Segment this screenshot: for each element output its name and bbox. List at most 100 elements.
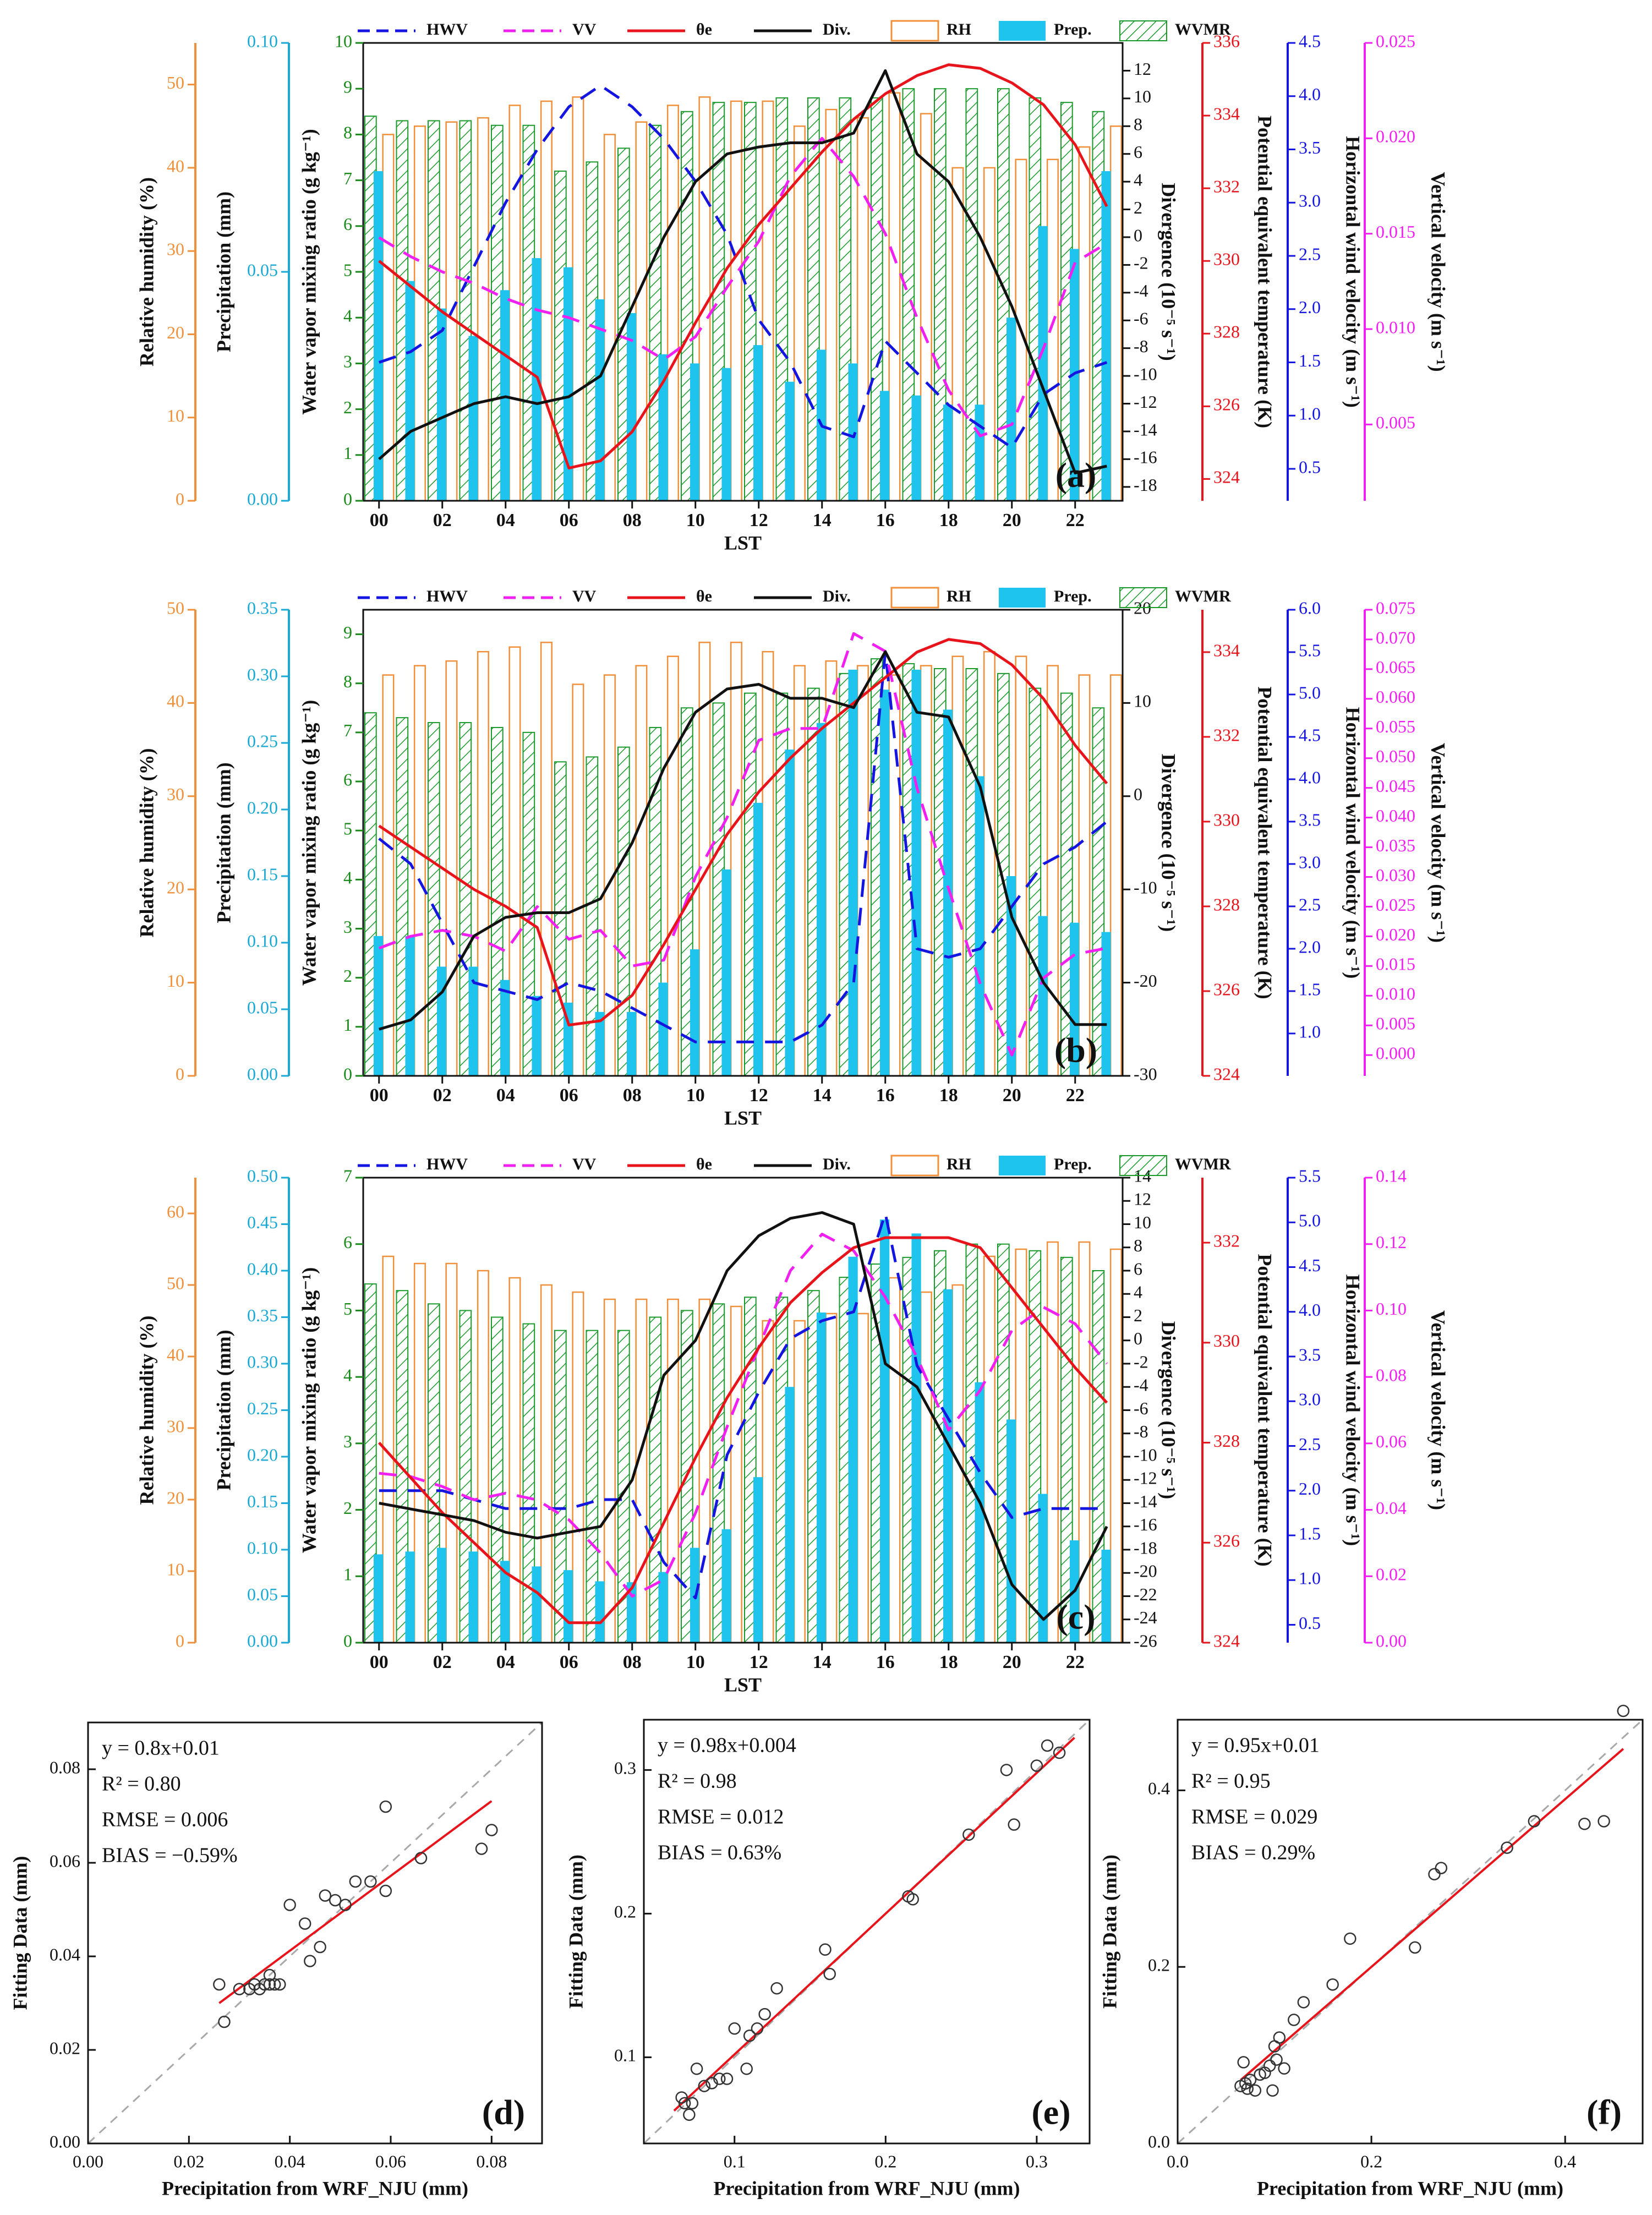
data-point	[686, 2097, 699, 2110]
data-point	[485, 1824, 498, 1836]
rh-bar	[666, 1298, 679, 1644]
data-point	[263, 1968, 276, 1982]
legend-label-rh: RH	[947, 1155, 971, 1173]
legend-label-hwv: HWV	[426, 587, 468, 605]
prep-bar	[626, 313, 637, 501]
prep-bar	[816, 723, 827, 1076]
hwv-tick-label: 4.5	[1299, 1255, 1321, 1275]
rh-bar	[951, 167, 964, 502]
prep-tick-label: 0.15	[247, 1491, 278, 1511]
panel-label: (e)	[1031, 2093, 1070, 2132]
x-tick-label: 0.08	[476, 2151, 507, 2171]
vv-tick-label: 0.050	[1376, 746, 1415, 766]
prep-bar	[1038, 226, 1048, 501]
div-tick-label: 10	[1134, 1212, 1151, 1232]
legend-label-vv: VV	[572, 1155, 597, 1173]
rh-bar	[825, 108, 838, 502]
y-tick-label: 0.4	[1148, 1779, 1170, 1798]
rh-tick-label: 40	[167, 1344, 184, 1364]
rh-tick-label: 50	[167, 73, 184, 92]
div-tick-label: -20	[1134, 971, 1157, 991]
scatter-panel-e: 0.1 0.2 0.3 0.1 0.2 0.3 Precipitation from WRF…	[565, 1719, 1091, 2199]
prep-bar	[373, 1554, 384, 1643]
hwv-tick-label: 3.0	[1299, 191, 1321, 211]
rh-bar	[920, 665, 932, 1077]
rmse: RMSE = 0.006	[102, 1808, 228, 1831]
x-tick-label: 00	[370, 1652, 389, 1672]
data-point	[675, 2091, 688, 2104]
data-point	[823, 1967, 836, 1981]
prep-tick-label: 0.30	[247, 1352, 278, 1371]
x-tick-label: 0.02	[173, 2151, 204, 2171]
x-tick-label: 22	[1066, 510, 1085, 530]
legend-swatch-prep	[999, 21, 1046, 41]
vv-tick-label: 0.12	[1376, 1232, 1407, 1252]
x-tick-label: 0.2	[874, 2151, 896, 2171]
x-axis-title: Precipitation from WRF_NJU (mm)	[162, 2177, 468, 2199]
hwv-tick-label: 3.5	[1299, 138, 1321, 157]
wvmr-tick-label: 4	[343, 306, 352, 326]
theta-axis-title: Potential equivalent temperature (K)	[1254, 116, 1276, 428]
rh-axis-title: Relative humidity (%)	[135, 177, 157, 367]
fit-equation: y = 0.8x+0.01	[102, 1737, 220, 1760]
data-point	[304, 1955, 316, 1967]
x-tick-label: 0.4	[1554, 2151, 1576, 2171]
hwv-tick-label: 2.5	[1299, 244, 1321, 264]
rh-bar	[730, 642, 742, 1077]
prep-bar	[911, 395, 921, 501]
prep-bar	[1038, 916, 1048, 1076]
data-point	[1617, 1704, 1630, 1718]
prep-bar	[753, 345, 763, 501]
data-point	[720, 2072, 734, 2085]
legend-swatch-rh	[890, 20, 939, 42]
div-tick-label: -24	[1134, 1607, 1157, 1627]
data-point	[258, 1978, 271, 1991]
rh-bar	[1046, 1241, 1059, 1644]
prep-bar	[1006, 876, 1016, 1076]
prep-bar	[626, 1582, 637, 1643]
x-tick-label: 16	[876, 510, 895, 530]
prep-bar	[1101, 932, 1111, 1076]
legend-label-wvmr: WVMR	[1175, 20, 1231, 39]
data-point	[698, 2080, 711, 2092]
prep-axis-title: Precipitation (mm)	[212, 762, 234, 923]
bias: BIAS = 0.29%	[1191, 1841, 1315, 1864]
data-point	[339, 1899, 352, 1911]
data-point	[819, 1943, 832, 1956]
div-tick-label: -16	[1134, 1514, 1157, 1534]
legend-label-div: Div.	[823, 587, 851, 605]
rh-bar	[572, 683, 584, 1077]
data-point	[1598, 1815, 1610, 1828]
legend-label-div: Div.	[823, 1155, 851, 1173]
panel-b: 00 02 04 06 08 10 12 14 16 18 20 22LST01020304050Re…	[135, 587, 1449, 1129]
vv-tick-label: 0.14	[1376, 1166, 1407, 1185]
rh-tick-label: 10	[167, 1559, 184, 1579]
data-point	[758, 2008, 771, 2021]
data-point	[1288, 2014, 1300, 2026]
vv-tick-label: 0.02	[1376, 1565, 1407, 1584]
data-point	[218, 2015, 231, 2028]
y-tick-label: 0.00	[50, 2131, 80, 2151]
prep-axis-title: Precipitation (mm)	[212, 1330, 234, 1490]
prep-tick-label: 0.00	[247, 489, 278, 508]
vv-tick-label: 0.070	[1376, 627, 1415, 647]
prep-bar	[595, 1011, 605, 1076]
theta-tick-label: 334	[1213, 103, 1240, 123]
legend-label-rh: RH	[947, 20, 971, 39]
div-tick-label: -12	[1134, 392, 1157, 412]
rh-axis-title: Relative humidity (%)	[135, 748, 157, 938]
theta-tick-label: 334	[1213, 640, 1240, 660]
data-point	[1344, 1932, 1356, 1945]
vv-tick-label: 0.04	[1376, 1498, 1407, 1518]
legend-label-theta: θe	[696, 20, 712, 39]
hwv-tick-label: 1.0	[1299, 1021, 1321, 1041]
vv-tick-label: 0.06	[1376, 1431, 1407, 1451]
prep-bar	[690, 949, 700, 1076]
panel-label: (f)	[1587, 2093, 1622, 2132]
x-tick-label: 22	[1066, 1652, 1085, 1672]
rh-tick-label: 20	[167, 878, 184, 898]
rh-tick-label: 50	[167, 1273, 184, 1293]
prep-bar	[468, 336, 478, 501]
legend-swatch-rh	[890, 1155, 939, 1177]
legend-swatch-wvmr	[1119, 1155, 1167, 1176]
